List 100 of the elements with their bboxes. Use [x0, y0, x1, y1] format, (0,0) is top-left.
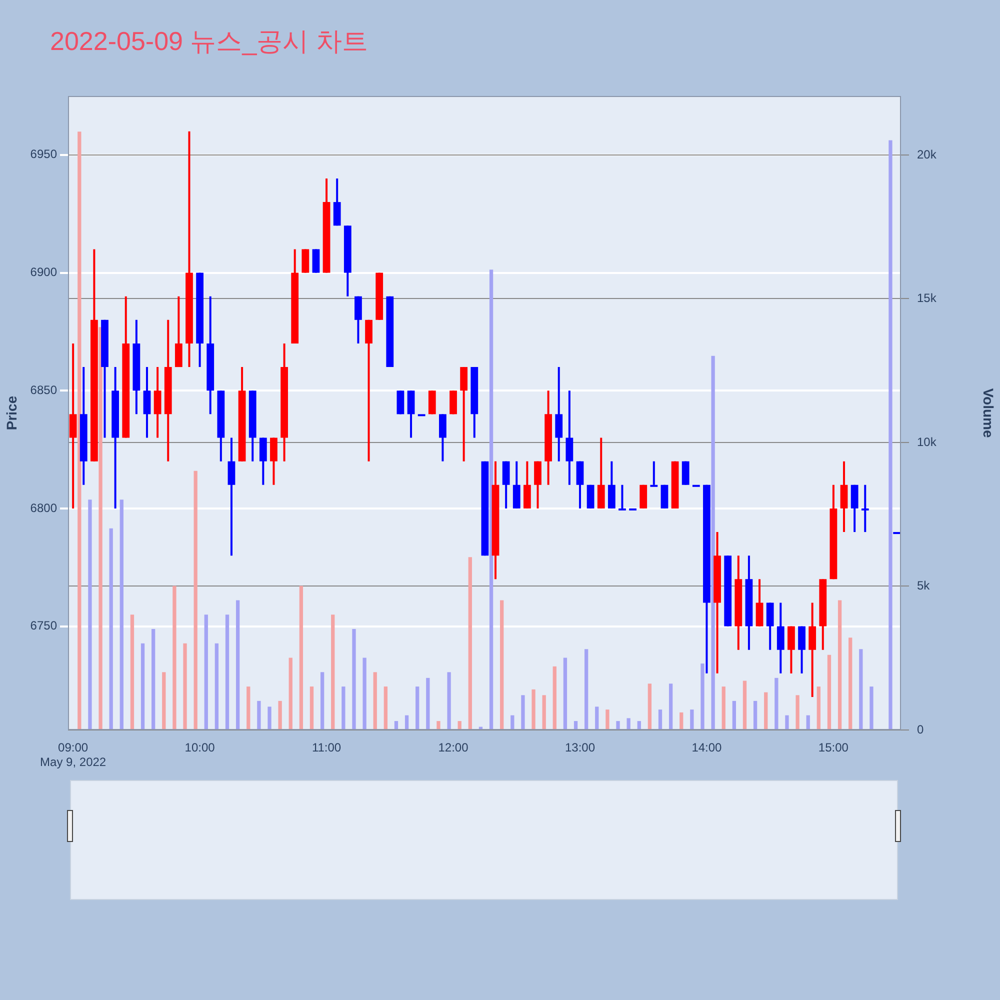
candlestick	[608, 460, 616, 510]
y2-tick-label: 20k	[917, 147, 938, 162]
candlestick	[354, 295, 362, 344]
bar	[426, 678, 430, 730]
y-axis-title: Price	[3, 396, 20, 430]
bar	[416, 686, 420, 730]
bar	[204, 614, 208, 730]
candlestick	[502, 460, 510, 510]
y-tick-label: 6900	[30, 265, 58, 280]
bar	[500, 600, 504, 730]
x-tick-label: 15:00	[818, 740, 849, 755]
candlestick	[460, 366, 468, 462]
bar	[552, 666, 556, 730]
bar	[774, 678, 778, 730]
bar	[130, 614, 134, 730]
candlestick	[407, 390, 415, 439]
bar	[489, 270, 494, 730]
bar	[732, 700, 736, 730]
bar	[310, 686, 314, 730]
bar	[88, 500, 92, 730]
y2-tick-label: 0	[917, 722, 924, 736]
y-tick-label: 6750	[30, 618, 58, 633]
candlestick	[776, 602, 784, 674]
bar	[362, 658, 366, 730]
bar	[447, 672, 451, 730]
candlestick	[365, 318, 372, 462]
candlestick	[312, 248, 320, 274]
bar	[288, 658, 292, 730]
bar	[606, 710, 610, 730]
bar	[140, 643, 145, 730]
bar	[626, 718, 630, 730]
bar	[742, 680, 747, 730]
x-tick-label: 11:00	[312, 740, 342, 755]
bar	[616, 721, 620, 730]
bar	[152, 629, 156, 730]
candlestick	[861, 484, 869, 534]
bar	[563, 658, 568, 730]
y2-tick-label: 15k	[917, 291, 938, 306]
x-tick-label: 14:00	[692, 740, 722, 755]
bar	[700, 664, 704, 730]
bar	[373, 672, 377, 730]
bar	[109, 528, 113, 730]
bar	[225, 614, 230, 730]
candlestick	[766, 602, 774, 651]
bar	[848, 638, 852, 730]
bar	[690, 710, 694, 730]
candlestick	[597, 436, 605, 510]
bar	[98, 327, 102, 730]
bar	[299, 586, 304, 730]
y2-tick-label: 5k	[917, 578, 931, 593]
candlestick	[143, 366, 151, 439]
y-tick-label: 6950	[30, 147, 58, 162]
candlestick	[174, 295, 182, 368]
bar	[796, 695, 800, 730]
x-tick-label: 09:00 May 9, 2022	[40, 740, 106, 769]
candlestick	[840, 460, 848, 534]
bar	[172, 586, 176, 730]
candlestick	[523, 460, 531, 510]
bar	[680, 712, 684, 730]
bar	[827, 654, 832, 730]
bar	[753, 700, 758, 730]
bar	[785, 715, 789, 730]
candlestick	[640, 484, 648, 510]
candlestick	[333, 177, 341, 227]
bar	[436, 721, 440, 730]
bar	[246, 686, 250, 730]
candlestick	[788, 625, 795, 674]
bar	[764, 692, 768, 730]
candlestick	[270, 436, 278, 486]
bar	[320, 672, 324, 730]
bar	[668, 684, 673, 730]
candlestick	[618, 484, 626, 510]
bar	[257, 700, 261, 730]
candlestick	[69, 342, 77, 510]
bar	[342, 686, 346, 730]
y2-tick-label: 10k	[917, 434, 938, 449]
bar	[468, 557, 472, 730]
bar	[595, 706, 599, 730]
candlestick	[798, 625, 806, 674]
candlestick	[566, 390, 574, 486]
bar	[162, 672, 166, 730]
candlestick	[439, 413, 446, 462]
candlestick	[555, 366, 563, 462]
bar	[194, 470, 198, 730]
candlestick	[850, 484, 858, 534]
bar	[542, 695, 546, 730]
bar	[278, 700, 282, 730]
bar	[532, 689, 536, 730]
bar	[120, 500, 124, 730]
bar	[838, 600, 842, 730]
candlestick	[660, 484, 668, 510]
bar	[268, 706, 272, 730]
y-tick-label: 6800	[30, 500, 58, 515]
bar	[722, 686, 726, 730]
candlestick	[682, 460, 690, 486]
candlestick	[228, 436, 236, 557]
candlestick	[428, 390, 436, 416]
bar	[584, 649, 588, 730]
chart-title: 2022-05-09 뉴스_공시 차트	[50, 25, 368, 58]
x-tick-label: 10:00	[184, 740, 216, 755]
